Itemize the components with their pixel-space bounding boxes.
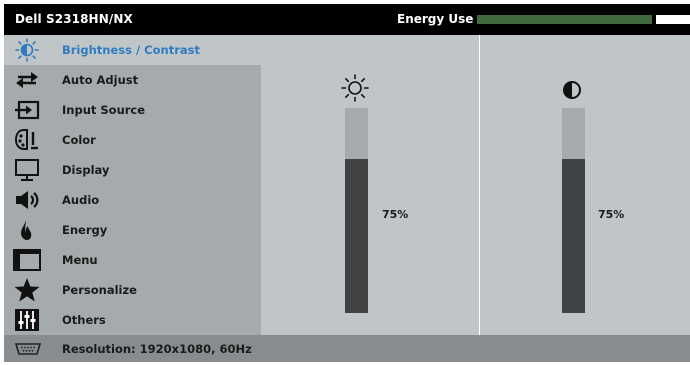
panel-divider: [479, 35, 480, 335]
vga-connector-icon: [12, 339, 44, 359]
menu-item-audio[interactable]: Audio: [4, 185, 261, 215]
audio-icon: [12, 188, 42, 212]
monitor-model-title: Dell S2318HN/NX: [15, 12, 133, 26]
personalize-icon: [12, 278, 42, 302]
menu-item-display[interactable]: Display: [4, 155, 261, 185]
menu-item-menu[interactable]: Menu: [4, 245, 261, 275]
status-bar: Resolution: 1920x1080, 60Hz: [4, 335, 690, 362]
color-icon: [12, 128, 42, 152]
menu-item-label: Display: [62, 163, 110, 177]
sun-icon: [340, 73, 370, 103]
menu-item-label: Brightness / Contrast: [62, 43, 200, 57]
input-source-icon: [12, 98, 42, 122]
menu-icon: [12, 248, 42, 272]
energy-use-label: Energy Use: [397, 12, 474, 26]
menu-item-auto-adjust[interactable]: Auto Adjust: [4, 65, 261, 95]
menu-item-label: Energy: [62, 223, 108, 237]
contrast-slider-fill: [562, 159, 585, 313]
menu-item-personalize[interactable]: Personalize: [4, 275, 261, 305]
energy-use-remaining: [656, 15, 690, 24]
menu-item-label: Personalize: [62, 283, 137, 297]
menu-item-label: Auto Adjust: [62, 73, 139, 87]
others-icon: [12, 308, 42, 332]
menu-item-label: Input Source: [62, 103, 146, 117]
menu-item-color[interactable]: Color: [4, 125, 261, 155]
menu-item-brightness-contrast[interactable]: Brightness / Contrast: [4, 35, 261, 65]
brightness-icon: [12, 38, 42, 62]
energy-icon: [12, 218, 42, 242]
main-menu: Brightness / Contrast Auto Adjust: [4, 35, 261, 335]
menu-item-label: Color: [62, 133, 96, 147]
contrast-value: 75%: [598, 208, 625, 221]
brightness-contrast-panel: 75% 75%: [261, 35, 690, 335]
brightness-slider-fill: [345, 159, 368, 313]
osd-window: Dell S2318HN/NX Energy Use: [4, 4, 690, 362]
energy-use-fill: [477, 15, 652, 24]
auto-adjust-icon: [12, 68, 42, 92]
contrast-icon: [557, 75, 587, 105]
energy-use-meter: [477, 15, 690, 24]
display-icon: [12, 158, 42, 182]
brightness-slider[interactable]: [345, 108, 368, 313]
menu-item-label: Others: [62, 313, 106, 327]
menu-item-energy[interactable]: Energy: [4, 215, 261, 245]
menu-item-others[interactable]: Others: [4, 305, 261, 335]
resolution-status: Resolution: 1920x1080, 60Hz: [62, 342, 252, 356]
header-bar: Dell S2318HN/NX Energy Use: [4, 4, 690, 35]
brightness-value: 75%: [382, 208, 409, 221]
contrast-slider[interactable]: [562, 108, 585, 313]
menu-item-label: Audio: [62, 193, 100, 207]
menu-item-label: Menu: [62, 253, 98, 267]
menu-item-input-source[interactable]: Input Source: [4, 95, 261, 125]
